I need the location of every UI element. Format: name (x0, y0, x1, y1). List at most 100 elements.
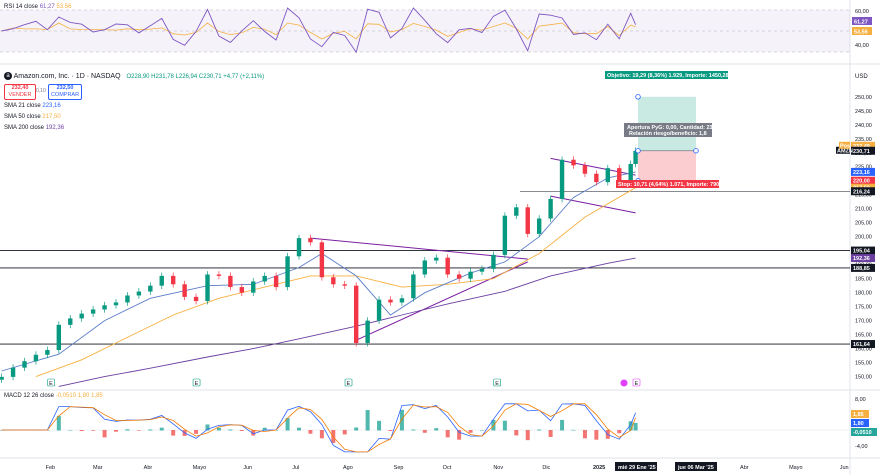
macd-histogram-bar (354, 427, 359, 431)
price-tag: 195,04 (853, 249, 871, 255)
candle (182, 284, 187, 297)
time-axis-tick: 2025 (593, 465, 605, 471)
candle (136, 291, 142, 296)
candle (617, 168, 622, 183)
macd-histogram-bar (102, 430, 107, 438)
candle (594, 173, 599, 183)
rsi-tag-b: 53,56 (854, 30, 868, 36)
rsi-tag-b-bg (852, 27, 872, 35)
price-tag: 192,36 (853, 256, 870, 262)
macd-histogram-bar (319, 430, 324, 439)
trendline (550, 195, 636, 214)
trendline (355, 261, 528, 341)
rsi-label: RSI 14 close 61,27 53,56 (4, 4, 72, 10)
macd-histogram-bar (365, 410, 370, 431)
buy-button[interactable]: 232,50 COMPRAR (48, 84, 82, 100)
currency-label[interactable]: USD (855, 74, 868, 80)
earnings-marker-label: E (495, 381, 499, 387)
amazon-logo-icon: a (4, 72, 12, 80)
candle (273, 275, 279, 288)
candle (376, 299, 382, 321)
indicator-sma50[interactable]: SMA 50 close 217,50 (4, 114, 61, 120)
earnings-marker-label: E (49, 381, 53, 387)
candle (216, 274, 222, 276)
candle (90, 309, 96, 314)
macd-histogram-bar (434, 428, 439, 431)
price-axis-tick: 235,00 (855, 137, 872, 143)
price-axis-tick: 225,00 (855, 165, 872, 171)
macd-histogram-bar (399, 409, 404, 431)
candle (491, 254, 496, 269)
price-axis-tick: 240,00 (855, 123, 872, 129)
macd-histogram-bar (205, 424, 210, 431)
candle (422, 260, 428, 275)
macd-histogram-bar (582, 430, 587, 439)
earnings-marker (493, 378, 501, 387)
candle (228, 275, 233, 288)
symbol-header: a Amazon.com, Inc. · 1D · NASDAQ O228,90… (4, 72, 264, 80)
rsi-ma-line (1, 22, 636, 40)
symbol-title[interactable]: Amazon.com, Inc. · 1D · NASDAQ (13, 72, 121, 80)
time-axis-tick: Jul (292, 465, 299, 471)
time-axis-tick: Ago (343, 465, 353, 471)
position-open-label-bg (624, 123, 712, 137)
time-badge-b-bg (675, 462, 717, 471)
macd-histogram-bar (537, 429, 542, 431)
earnings-marker-upcoming-label: E (635, 381, 639, 387)
macd-label: MACD 12 26 close -0,0510 1,80 1,85 (4, 393, 103, 399)
candle (582, 165, 588, 174)
macd-tag-b-bg (851, 419, 869, 427)
pos-tag-bg (839, 141, 850, 149)
indicator-sma200[interactable]: SMA 200 close 192,36 (4, 125, 65, 131)
time-axis-tick: Oct (443, 465, 452, 471)
macd-tag-a-bg (851, 410, 869, 418)
candle (251, 281, 256, 293)
event-icon (620, 379, 628, 387)
macd-histogram-bar (594, 430, 599, 440)
rsi-tag-a: 61,27 (854, 20, 868, 26)
position-open-label-1: Apertura PyG: 0,00, Cantidad: 23 (627, 125, 713, 131)
position-open-label-2: Relación riesgo/beneficio: 1,8 (629, 131, 707, 137)
ticker-tag-bg (836, 146, 850, 154)
price-tag-bg (851, 167, 875, 176)
macd-histogram-bar (422, 430, 427, 433)
macd-histogram-bar (548, 430, 553, 437)
price-tag-bg (851, 141, 875, 150)
time-axis-tick: Mayo (789, 465, 802, 471)
macd-histogram-bar (445, 430, 450, 438)
macd-histogram-bar (628, 421, 633, 431)
candle (193, 296, 199, 302)
price-tag-bg (851, 187, 875, 196)
macd-histogram-bar (514, 430, 519, 436)
price-axis-tick: 205,00 (855, 221, 872, 227)
pos-tag: Pos (840, 143, 850, 149)
macd-histogram-bar (216, 427, 221, 431)
time-axis-tick: Mar (93, 465, 103, 471)
macd-histogram-bar (79, 430, 84, 432)
macd-histogram-bar (502, 420, 507, 431)
macd-histogram-bar (468, 430, 473, 433)
macd-histogram-bar (148, 429, 153, 431)
candle (262, 275, 267, 282)
price-axis-tick: 180,00 (855, 291, 872, 297)
price-axis-tick: 175,00 (855, 305, 872, 311)
indicator-sma21[interactable]: SMA 21 close 223,16 (4, 103, 61, 109)
earnings-marker (344, 378, 353, 387)
macd-histogram-bar (491, 419, 496, 431)
macd-histogram-bar (239, 430, 244, 431)
candle (571, 159, 576, 166)
ticker-tag: AMZN (837, 148, 853, 154)
candle (170, 275, 176, 285)
position-target-label-bg (605, 71, 728, 79)
price-axis-tick: 155,00 (855, 361, 872, 367)
price-axis-tick: 250,00 (855, 95, 872, 101)
time-axis-tick: Abr (144, 465, 153, 471)
macd-histogram-bar (136, 430, 141, 431)
macd-histogram-bar (377, 420, 382, 431)
price-axis-tick: 185,00 (855, 277, 872, 283)
sell-button[interactable]: 232,40 VENDER (4, 84, 36, 100)
rsi-line (1, 7, 637, 54)
time-axis-tick: Nov (493, 465, 503, 471)
position-stop-label: Stop: 10,71 (4,64%) 1.071, Importe: 790 (618, 182, 719, 188)
